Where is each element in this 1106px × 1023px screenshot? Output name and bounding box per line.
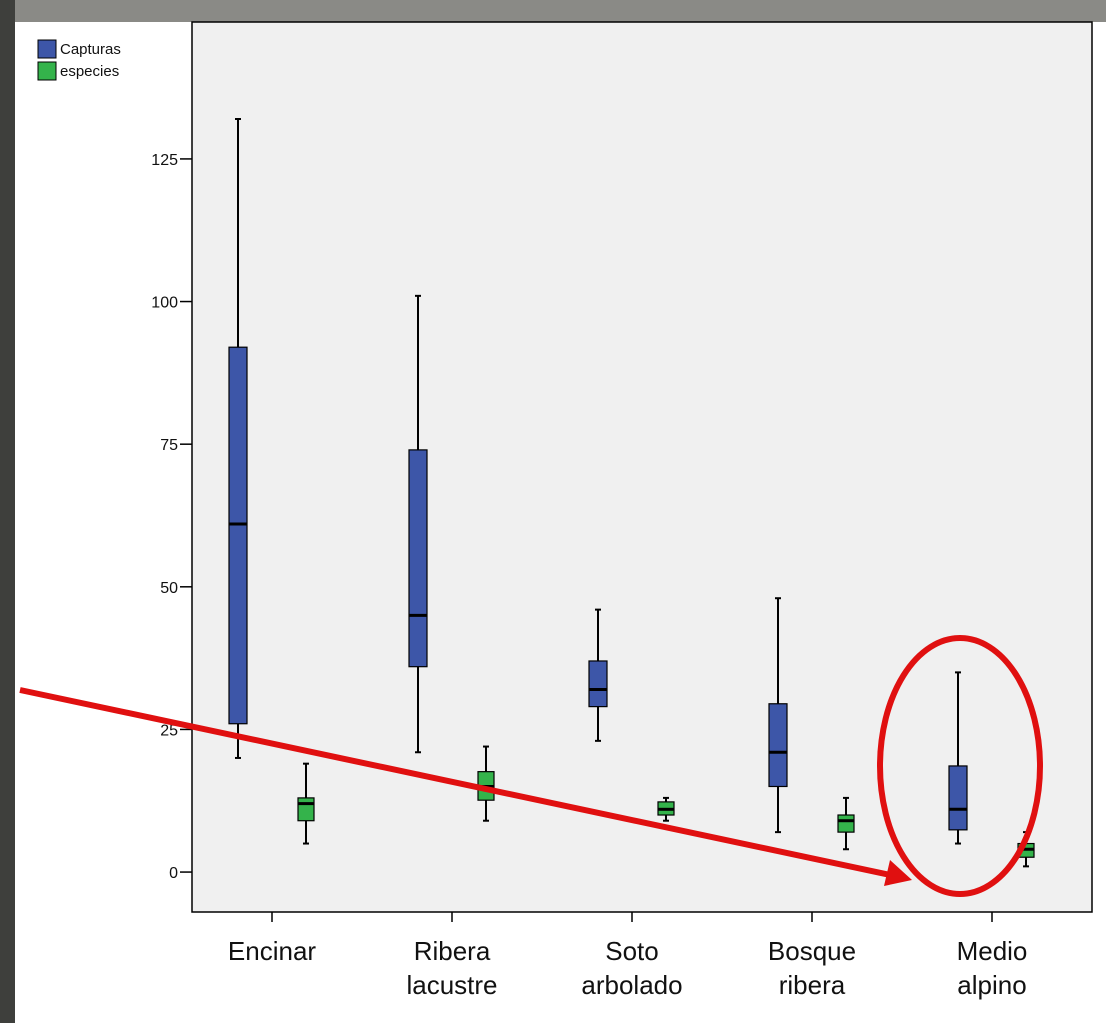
background-left <box>0 0 15 1023</box>
x-tick-label: Ribera lacustre <box>387 934 517 1002</box>
background-top <box>0 0 1106 22</box>
y-tick-label: 100 <box>151 295 178 312</box>
legend-swatch <box>38 40 56 58</box>
screenshot: 0255075100125 Capturasespecies EncinarRi… <box>0 0 1106 1023</box>
y-tick-label: 125 <box>151 152 178 169</box>
x-tick-label: Bosque ribera <box>747 934 877 1002</box>
y-tick-label: 75 <box>160 437 178 454</box>
x-tick-label: Soto arbolado <box>567 934 697 1002</box>
legend-swatch <box>38 62 56 80</box>
box <box>838 815 854 832</box>
box <box>229 347 247 724</box>
box <box>298 798 314 821</box>
x-tick-label: Encinar <box>207 934 337 968</box>
y-tick-label: 50 <box>160 580 178 597</box>
x-tick-label: Medio alpino <box>927 934 1057 1002</box>
box <box>949 766 967 830</box>
box <box>589 661 607 707</box>
chart: 0255075100125 Capturasespecies <box>0 0 1106 1023</box>
box <box>409 450 427 667</box>
legend-label: Capturas <box>60 41 121 58</box>
legend-label: especies <box>60 63 119 80</box>
box <box>769 704 787 787</box>
y-tick-label: 0 <box>169 865 178 882</box>
